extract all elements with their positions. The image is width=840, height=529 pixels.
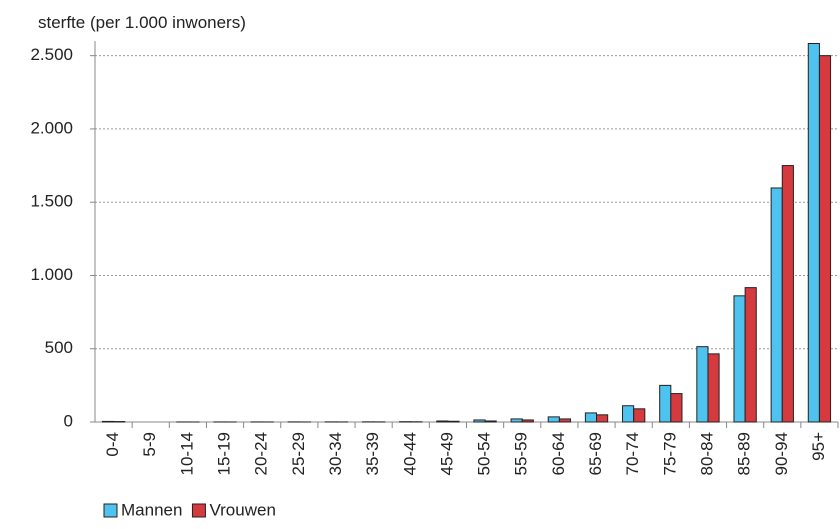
bar [474, 420, 485, 422]
legend-label: Vrouwen [209, 500, 275, 519]
x-tick-label: 60-64 [549, 432, 568, 475]
x-tick-label: 5-9 [140, 432, 159, 457]
x-tick-label: 15-19 [215, 432, 234, 475]
y-tick-label: 500 [45, 338, 73, 357]
bar [522, 420, 533, 422]
x-tick-label: 75-79 [660, 432, 679, 475]
bar [559, 419, 570, 422]
bar [634, 409, 645, 422]
bar [660, 385, 671, 422]
x-tick-label: 45-49 [437, 432, 456, 475]
x-tick-label: 85-89 [735, 432, 754, 475]
x-tick-label: 55-59 [512, 432, 531, 475]
x-tick-label: 65-69 [586, 432, 605, 475]
bar [782, 166, 793, 422]
x-tick-label: 50-54 [475, 432, 494, 475]
bar [671, 394, 682, 422]
x-tick-label: 35-39 [363, 432, 382, 475]
x-tick-label: 90-94 [772, 432, 791, 475]
x-tick-label: 25-29 [289, 432, 308, 475]
x-tick-label: 10-14 [177, 432, 196, 475]
bar [437, 421, 448, 422]
x-tick-label: 0-4 [103, 432, 122, 457]
y-tick-label: 1.000 [30, 265, 73, 284]
x-tick-label: 40-44 [400, 432, 419, 475]
bar [745, 288, 756, 422]
chart-title: sterfte (per 1.000 inwoners) [38, 13, 246, 32]
bar [585, 413, 596, 422]
bar [808, 43, 819, 422]
bar [697, 347, 708, 422]
bar [511, 419, 522, 422]
x-tick-label: 30-34 [326, 432, 345, 475]
legend-label: Mannen [121, 500, 182, 519]
y-tick-label: 2.000 [30, 118, 73, 137]
y-tick-label: 2.500 [30, 45, 73, 64]
bar [448, 421, 459, 422]
bar [597, 415, 608, 422]
y-tick-label: 1.500 [30, 192, 73, 211]
bar [819, 56, 830, 422]
bar [771, 188, 782, 422]
bar [708, 354, 719, 422]
x-tick-label: 80-84 [697, 432, 716, 475]
x-tick-label: 95+ [809, 432, 828, 461]
x-tick-label: 20-24 [252, 432, 271, 475]
legend-swatch [104, 504, 117, 517]
bar [623, 406, 634, 422]
x-tick-label: 70-74 [623, 432, 642, 475]
bar [485, 421, 496, 422]
y-tick-label: 0 [64, 411, 73, 430]
bar [102, 421, 113, 422]
bar [548, 417, 559, 422]
legend-swatch [192, 504, 205, 517]
bar [734, 296, 745, 422]
